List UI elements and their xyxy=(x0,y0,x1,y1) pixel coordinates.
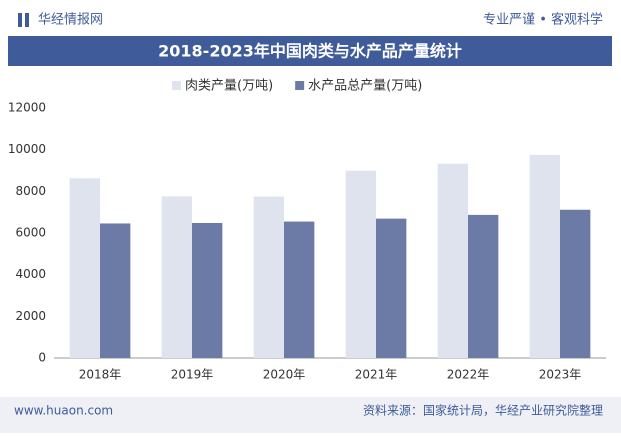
bar xyxy=(161,196,192,358)
y-tick-label: 6000 xyxy=(15,226,46,240)
legend-label: 肉类产量(万吨) xyxy=(185,79,273,94)
chart-title: 2018-2023年中国肉类与水产品产量统计 xyxy=(158,42,462,61)
bar xyxy=(345,170,376,358)
logo-text: 华经情报网 xyxy=(38,13,103,28)
source: 资料来源：国家统计局，华经产业研究院整理 xyxy=(363,403,603,418)
y-tick-label: 12000 xyxy=(8,101,46,115)
bar xyxy=(376,218,407,358)
logo-icon xyxy=(25,13,29,27)
y-tick-label: 0 xyxy=(38,351,46,365)
x-tick-label: 2019年 xyxy=(171,368,214,382)
y-tick-label: 4000 xyxy=(15,267,46,281)
x-tick-label: 2023年 xyxy=(539,368,582,382)
legend-swatch xyxy=(172,81,181,90)
legend-label: 水产品总产量(万吨) xyxy=(308,79,422,94)
bar xyxy=(284,221,315,358)
x-tick-label: 2021年 xyxy=(355,368,398,382)
y-tick-label: 10000 xyxy=(8,142,46,156)
bar xyxy=(69,178,100,358)
slogan: 专业严谨 • 客观科学 xyxy=(483,12,603,28)
website: www.huaon.com xyxy=(14,404,113,418)
bar xyxy=(560,209,591,358)
bar xyxy=(468,214,499,358)
logo-icon xyxy=(18,13,22,27)
bar xyxy=(192,223,223,358)
bar xyxy=(437,163,468,358)
y-tick-label: 8000 xyxy=(15,184,46,198)
bar xyxy=(253,196,284,358)
title-bar xyxy=(8,36,612,66)
bar xyxy=(100,223,131,358)
bar xyxy=(529,154,560,358)
x-tick-label: 2018年 xyxy=(79,368,122,382)
x-tick-label: 2022年 xyxy=(447,368,490,382)
x-tick-label: 2020年 xyxy=(263,368,306,382)
y-tick-label: 2000 xyxy=(15,309,46,323)
footer-bar xyxy=(0,397,621,433)
legend-swatch xyxy=(295,81,305,90)
